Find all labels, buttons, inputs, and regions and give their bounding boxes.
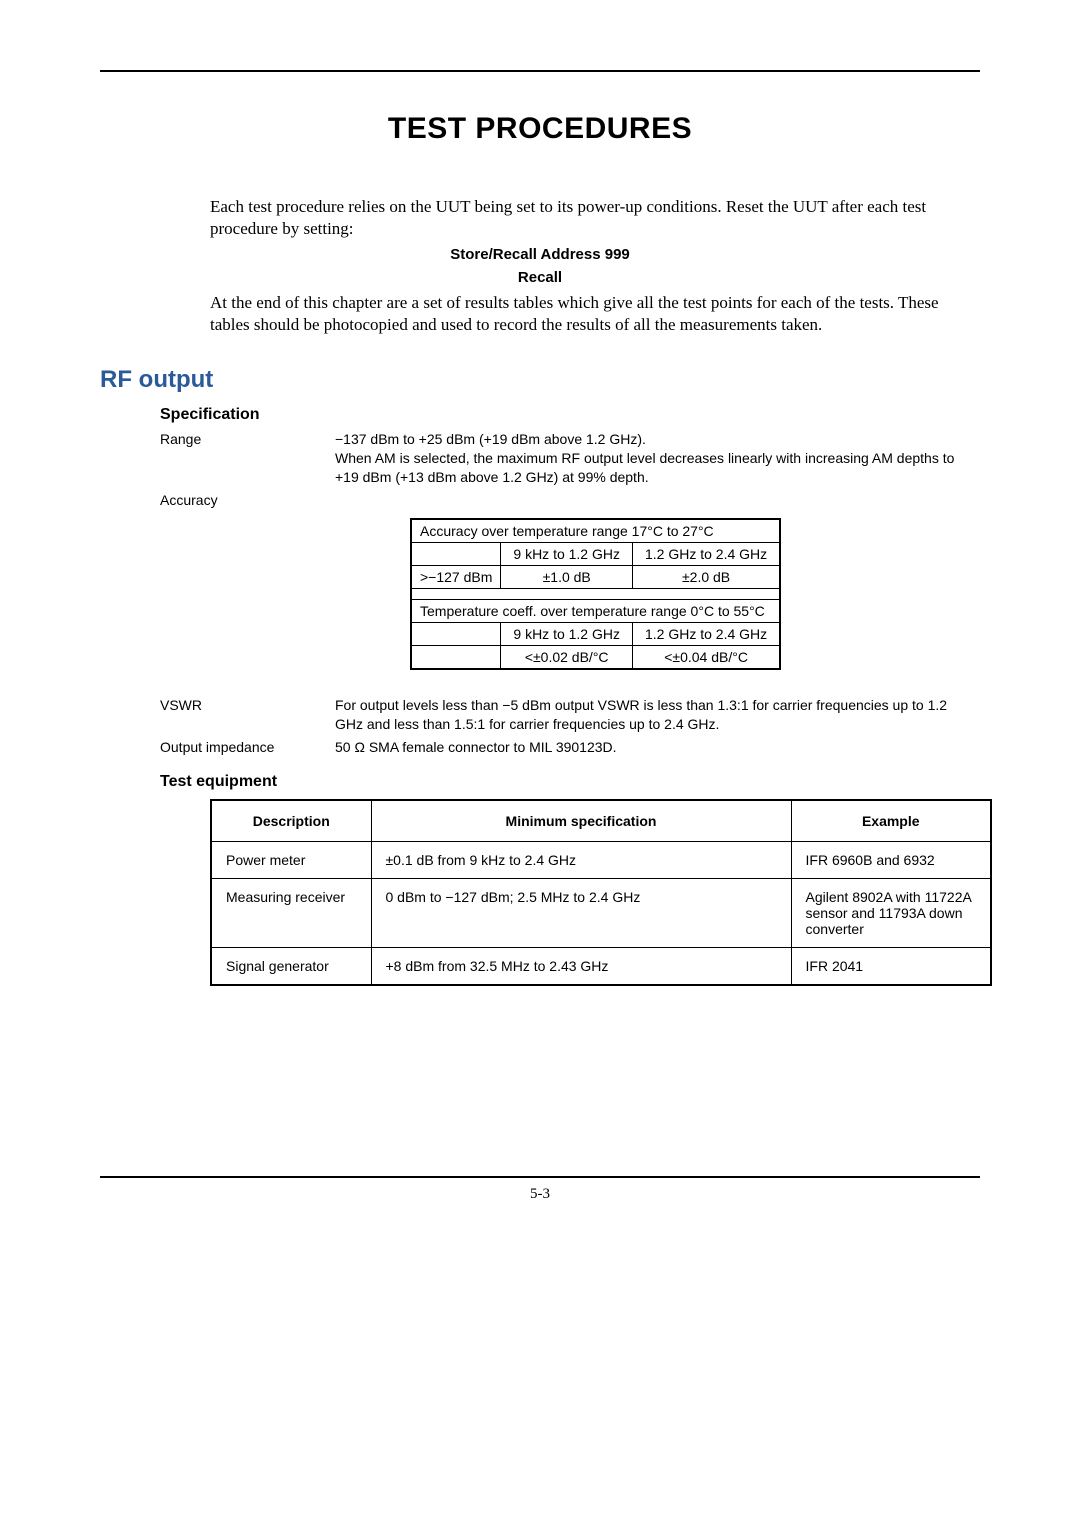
accuracy-table-col2: 9 kHz to 1.2 GHz xyxy=(501,542,633,565)
accuracy-row2-c3: 1.2 GHz to 2.4 GHz xyxy=(632,622,780,645)
accuracy-table: Accuracy over temperature range 17°C to … xyxy=(410,518,781,670)
accuracy-row2-c2: 9 kHz to 1.2 GHz xyxy=(501,622,633,645)
equip-header-description: Description xyxy=(211,800,371,842)
spec-row-output-impedance: Output impedance 50 Ω SMA female connect… xyxy=(160,738,980,757)
main-title: TEST PROCEDURES xyxy=(100,112,980,146)
accuracy-table-header-2: Temperature coeff. over temperature rang… xyxy=(411,599,780,622)
section-title-rf-output: RF output xyxy=(100,366,980,394)
page-number: 5-3 xyxy=(100,1186,980,1203)
table-row: Signal generator +8 dBm from 32.5 MHz to… xyxy=(211,947,991,985)
accuracy-row1-c2: ±1.0 dB xyxy=(501,565,633,588)
store-recall-line-1: Store/Recall Address 999 xyxy=(100,246,980,263)
equip-row2-desc: Signal generator xyxy=(211,947,371,985)
top-rule xyxy=(100,70,980,72)
equip-header-minspec: Minimum specification xyxy=(371,800,791,842)
equip-row1-ex: Agilent 8902A with 11722A sensor and 117… xyxy=(791,878,991,947)
accuracy-row2-c1 xyxy=(411,622,501,645)
accuracy-row1-c3: ±2.0 dB xyxy=(632,565,780,588)
equip-row1-min: 0 dBm to −127 dBm; 2.5 MHz to 2.4 GHz xyxy=(371,878,791,947)
accuracy-row1-c1: >−127 dBm xyxy=(411,565,501,588)
accuracy-blank-row xyxy=(411,588,780,599)
bottom-rule xyxy=(100,1176,980,1178)
accuracy-table-col3: 1.2 GHz to 2.4 GHz xyxy=(632,542,780,565)
accuracy-row3-c1 xyxy=(411,645,501,669)
equip-row1-desc: Measuring receiver xyxy=(211,878,371,947)
equip-row0-ex: IFR 6960B and 6932 xyxy=(791,841,991,878)
spec-label-output-impedance: Output impedance xyxy=(160,738,335,757)
spec-row-range: Range −137 dBm to +25 dBm (+19 dBm above… xyxy=(160,430,980,487)
spec-label-range: Range xyxy=(160,430,335,487)
intro-paragraph-2: At the end of this chapter are a set of … xyxy=(210,292,960,336)
spec-label-accuracy: Accuracy xyxy=(160,491,335,510)
table-row: Measuring receiver 0 dBm to −127 dBm; 2.… xyxy=(211,878,991,947)
accuracy-table-blank-cell xyxy=(411,542,501,565)
spec-value-vswr: For output levels less than −5 dBm outpu… xyxy=(335,696,980,734)
spec-label-vswr: VSWR xyxy=(160,696,335,734)
spec-value-range: −137 dBm to +25 dBm (+19 dBm above 1.2 G… xyxy=(335,430,980,487)
equip-row2-min: +8 dBm from 32.5 MHz to 2.43 GHz xyxy=(371,947,791,985)
equip-row0-min: ±0.1 dB from 9 kHz to 2.4 GHz xyxy=(371,841,791,878)
specification-heading: Specification xyxy=(160,406,980,424)
equip-header-example: Example xyxy=(791,800,991,842)
store-recall-line-2: Recall xyxy=(100,269,980,286)
equip-row2-ex: IFR 2041 xyxy=(791,947,991,985)
intro-paragraph-1: Each test procedure relies on the UUT be… xyxy=(210,196,960,240)
equip-row0-desc: Power meter xyxy=(211,841,371,878)
test-equipment-heading: Test equipment xyxy=(160,773,980,791)
accuracy-table-header-1: Accuracy over temperature range 17°C to … xyxy=(411,519,780,543)
accuracy-row3-c3: <±0.04 dB/°C xyxy=(632,645,780,669)
spec-row-accuracy: Accuracy xyxy=(160,491,980,510)
document-page: TEST PROCEDURES Each test procedure reli… xyxy=(0,0,1080,1243)
spec-row-vswr: VSWR For output levels less than −5 dBm … xyxy=(160,696,980,734)
table-row: Power meter ±0.1 dB from 9 kHz to 2.4 GH… xyxy=(211,841,991,878)
spec-value-output-impedance: 50 Ω SMA female connector to MIL 390123D… xyxy=(335,738,980,757)
spacer xyxy=(100,678,980,696)
accuracy-row3-c2: <±0.02 dB/°C xyxy=(501,645,633,669)
test-equipment-table: Description Minimum specification Exampl… xyxy=(210,799,992,986)
spec-value-accuracy-empty xyxy=(335,491,980,510)
